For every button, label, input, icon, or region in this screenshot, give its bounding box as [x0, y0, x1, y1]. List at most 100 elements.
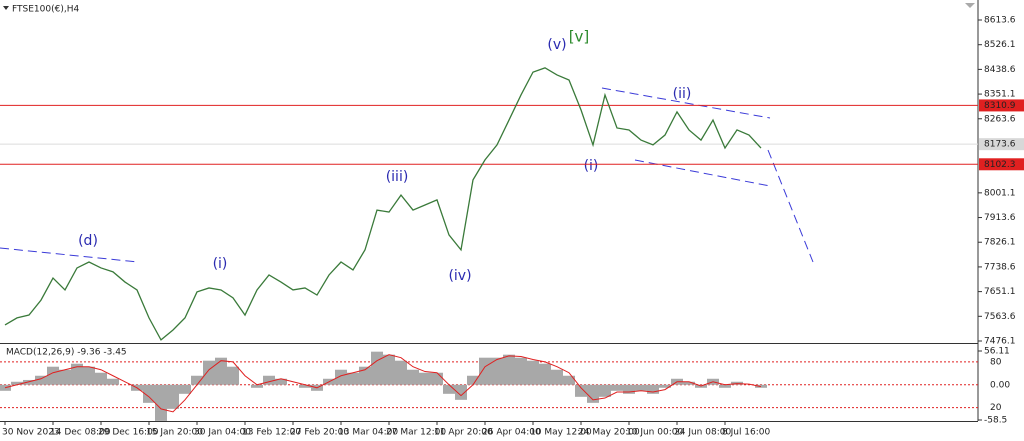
histogram-bar [383, 354, 395, 385]
y-tick-label: 7826.1 [984, 238, 1016, 248]
price-line [4, 67, 762, 341]
wave-label: (iii) [386, 169, 409, 185]
histogram-bar [467, 375, 479, 385]
histogram-bar [335, 369, 347, 385]
histogram-bar [587, 384, 599, 403]
x-tick-label: 27 Feb 20:00 [290, 428, 349, 438]
y-tick-label: 7476.1 [984, 336, 1016, 346]
histogram-bar [479, 357, 491, 385]
y-tick-label: 8613.6 [984, 16, 1016, 26]
x-tick-label: 11 Apr 20:00 [434, 428, 493, 438]
histogram-bar [503, 354, 515, 385]
histogram-bar [23, 379, 35, 385]
wave-label: (ii) [673, 86, 692, 102]
histogram-bar [83, 366, 95, 385]
histogram-bar [611, 384, 623, 391]
histogram-bar [563, 375, 575, 385]
x-tick-label: 13 Mar 04:00 [338, 428, 398, 438]
x-tick-label: 30 Jan 04:00 [194, 428, 251, 438]
y-tick-label: 56.11 [984, 347, 1010, 357]
histogram-bar [395, 360, 407, 385]
histogram-bar [551, 369, 563, 385]
y-tick-label: 8351.1 [984, 90, 1016, 100]
histogram-bar [155, 384, 167, 421]
price-label-box [979, 158, 1024, 171]
y-tick-label: 8001.1 [984, 188, 1016, 198]
histogram-bar [443, 384, 455, 394]
histogram-bar [635, 384, 647, 391]
level-label: 0.00 [990, 380, 1010, 390]
x-tick-label: 13 Feb 12:00 [242, 428, 301, 438]
histogram-bar [491, 357, 503, 385]
price-label-box [979, 99, 1024, 112]
wave-label: (iv) [448, 268, 471, 284]
histogram-bar [527, 360, 539, 385]
histogram-bar [419, 372, 431, 385]
title-icon [3, 6, 9, 10]
trend-line [0, 247, 139, 263]
histogram-bar [719, 384, 731, 388]
y-tick-label: 7738.6 [984, 262, 1016, 272]
x-tick-label: 24 Jun 08:00 [674, 428, 731, 438]
histogram-bar [347, 372, 359, 385]
x-tick-label: 29 Dec 16:00 [98, 428, 159, 438]
histogram-bar [683, 381, 695, 385]
wave-label: (v) [547, 37, 566, 53]
level-label: 20 [990, 403, 1002, 413]
y-tick-label: 7913.6 [984, 213, 1016, 223]
level-label: 80 [990, 357, 1002, 367]
wave-label: [v] [569, 28, 590, 46]
histogram-bar [299, 384, 311, 388]
projection-line [767, 149, 814, 263]
histogram-bar [251, 384, 263, 388]
y-tick-label: -58.5 [984, 416, 1007, 426]
histogram-bar [359, 366, 371, 385]
scroll-marker [965, 3, 975, 8]
wave-label: (d) [78, 233, 98, 249]
histogram-bar [11, 381, 23, 385]
histogram-bar [623, 384, 635, 394]
histogram-bar [227, 366, 239, 385]
histogram-bar [371, 351, 383, 385]
histogram-bar [107, 378, 119, 385]
x-tick-label: 8 Jul 16:00 [722, 428, 771, 438]
x-tick-label: 10 Jun 00:00 [626, 428, 683, 438]
y-tick-label: 7563.6 [984, 312, 1016, 322]
histogram-bar [167, 384, 179, 409]
histogram-bar [515, 357, 527, 385]
indicator-title: MACD(12,26,9) -9.36 -3.45 [6, 348, 127, 358]
chart-title: FTSE100(€),H4 [12, 5, 79, 15]
y-tick-label: 7651.1 [984, 287, 1016, 297]
current-price-box [979, 138, 1024, 151]
wave-label: (i) [584, 158, 599, 174]
price-label: 8310.9 [984, 101, 1016, 111]
histogram-bar [647, 384, 659, 394]
signal-line [4, 354, 762, 413]
histogram-bar [59, 369, 71, 385]
x-tick-label: 10 May 12:00 [530, 428, 592, 438]
current-price-label: 8173.6 [984, 140, 1016, 150]
histogram-bar [95, 372, 107, 385]
histogram-bar [539, 363, 551, 385]
y-tick-label: 8438.6 [984, 65, 1016, 75]
histogram-bar [575, 384, 587, 397]
x-tick-label: 24 May 20:00 [578, 428, 640, 438]
x-tick-label: 26 Apr 04:00 [482, 428, 541, 438]
histogram-bar [35, 375, 47, 385]
y-tick-label: 8526.1 [984, 40, 1016, 50]
histogram-bar [263, 375, 275, 385]
histogram-bar [71, 363, 83, 385]
histogram-bar [407, 369, 419, 385]
histogram-bar [191, 375, 203, 385]
histogram-bar [47, 366, 59, 385]
trend-line [601, 87, 771, 119]
histogram-bar [431, 372, 443, 385]
x-tick-label: 15 Jan 20:00 [146, 428, 203, 438]
histogram-bar [203, 360, 215, 385]
y-tick-label: 8263.6 [984, 114, 1016, 124]
x-tick-label: 14 Dec 08:00 [50, 428, 111, 438]
histogram-bar [275, 378, 287, 385]
histogram-bar [179, 384, 191, 394]
histogram-bar [215, 357, 227, 385]
